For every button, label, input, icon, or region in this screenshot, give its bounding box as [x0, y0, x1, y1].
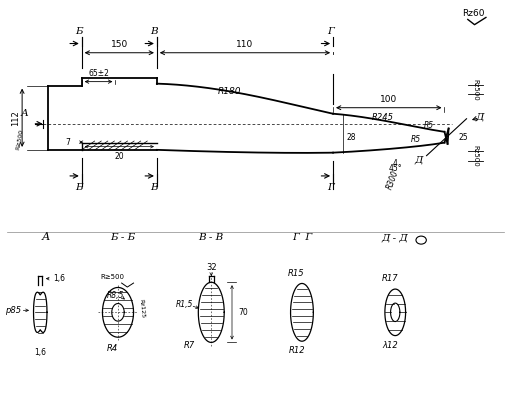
Text: 28: 28	[346, 133, 355, 142]
Text: λ12: λ12	[382, 341, 398, 350]
Text: R≥500: R≥500	[15, 129, 24, 151]
Text: Д: Д	[415, 155, 423, 164]
Text: Б: Б	[76, 183, 83, 192]
Text: R≥500: R≥500	[101, 274, 125, 280]
Text: 32: 32	[206, 263, 217, 272]
Text: Д: Д	[475, 112, 483, 121]
Text: R245: R245	[371, 113, 393, 122]
Text: А: А	[41, 232, 49, 242]
Text: Г: Г	[327, 183, 334, 192]
Text: R7: R7	[184, 341, 195, 350]
Text: Г  Г: Г Г	[292, 233, 312, 242]
Text: 112: 112	[11, 110, 20, 126]
Text: Rz500: Rz500	[473, 145, 479, 167]
Text: 25: 25	[459, 133, 468, 142]
Text: Д - Д: Д - Д	[382, 233, 408, 242]
Text: Rz125: Rz125	[138, 299, 145, 318]
Text: Б - Б: Б - Б	[110, 233, 136, 242]
Text: 45°: 45°	[389, 164, 402, 173]
Text: Rz60: Rz60	[462, 9, 484, 18]
Text: R12: R12	[289, 347, 305, 356]
Text: R4: R4	[107, 345, 118, 354]
Text: R180: R180	[218, 87, 241, 96]
Text: А: А	[21, 109, 29, 118]
Text: В - В: В - В	[199, 233, 224, 242]
Text: 110: 110	[237, 40, 254, 49]
Text: R15: R15	[288, 269, 304, 278]
Text: Г: Г	[327, 27, 334, 36]
Text: 65±2: 65±2	[89, 69, 109, 78]
Text: 4: 4	[393, 159, 398, 168]
Text: R17: R17	[382, 274, 399, 284]
Text: 1,6: 1,6	[53, 274, 65, 283]
Text: 70: 70	[239, 308, 249, 317]
Text: 100: 100	[380, 95, 398, 104]
Text: Б: Б	[76, 27, 83, 36]
Text: R5: R5	[411, 135, 421, 144]
Text: 150: 150	[110, 40, 128, 49]
Text: В: В	[151, 27, 158, 36]
Text: 20: 20	[115, 152, 124, 161]
Text: R5: R5	[424, 121, 434, 130]
Text: R8,5: R8,5	[107, 290, 124, 300]
Text: R1,5: R1,5	[176, 300, 193, 309]
Text: 7: 7	[66, 138, 70, 147]
Text: 1,6: 1,6	[34, 348, 46, 358]
Text: R300: R300	[385, 169, 400, 191]
Text: р85: р85	[5, 306, 21, 315]
Text: В: В	[151, 183, 158, 192]
Text: Rz500: Rz500	[473, 79, 479, 101]
